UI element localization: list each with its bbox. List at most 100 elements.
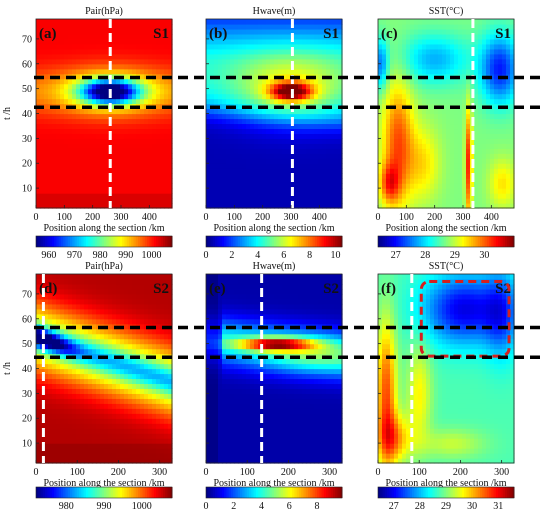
heatmap-cell bbox=[76, 38, 81, 45]
heatmap-cell bbox=[140, 148, 145, 154]
heatmap-cell bbox=[478, 143, 483, 149]
heatmap-cell bbox=[88, 378, 93, 385]
heatmap-cell bbox=[164, 63, 169, 70]
heatmap-cell bbox=[64, 53, 69, 60]
colorbar-swatch bbox=[262, 236, 266, 247]
heatmap-cell bbox=[116, 78, 121, 85]
heatmap-cell bbox=[266, 198, 271, 204]
heatmap-cell bbox=[322, 183, 327, 189]
heatmap-cell bbox=[104, 368, 109, 375]
heatmap-cell bbox=[40, 133, 45, 139]
heatmap-cell bbox=[116, 368, 121, 375]
heatmap-cell bbox=[64, 108, 69, 115]
heatmap-cell bbox=[402, 158, 407, 164]
heatmap-cell bbox=[414, 19, 419, 25]
heatmap-cell bbox=[422, 133, 427, 139]
heatmap-cell bbox=[282, 108, 287, 115]
colorbar-swatch bbox=[285, 236, 289, 247]
heatmap-cell bbox=[230, 148, 235, 154]
heatmap-cell bbox=[306, 178, 311, 184]
heatmap-cell bbox=[410, 178, 415, 184]
heatmap-cell bbox=[394, 33, 399, 40]
heatmap-cell bbox=[414, 33, 419, 40]
heatmap-cell bbox=[298, 128, 303, 134]
heatmap-cell bbox=[128, 183, 133, 189]
heatmap-cell bbox=[56, 283, 61, 290]
heatmap-cell bbox=[450, 43, 455, 50]
heatmap-cell bbox=[64, 308, 69, 315]
heatmap-cell bbox=[112, 318, 117, 325]
heatmap-cell bbox=[96, 118, 101, 125]
heatmap-cell bbox=[64, 63, 69, 70]
heatmap-cell bbox=[112, 363, 117, 370]
heatmap-cell bbox=[318, 133, 323, 139]
colorbar-swatch bbox=[332, 236, 336, 247]
heatmap-cell bbox=[60, 193, 65, 199]
heatmap-cell bbox=[490, 178, 495, 184]
heatmap-cell bbox=[96, 453, 101, 459]
heatmap-cell bbox=[96, 293, 101, 300]
heatmap-cell bbox=[506, 138, 511, 144]
heatmap-cell bbox=[318, 83, 323, 90]
heatmap-cell bbox=[48, 278, 53, 285]
heatmap-cell bbox=[40, 173, 45, 179]
heatmap-cell bbox=[334, 183, 339, 189]
heatmap-cell bbox=[44, 363, 49, 370]
heatmap-cell bbox=[238, 143, 243, 149]
heatmap-cell bbox=[406, 163, 411, 169]
heatmap-cell bbox=[92, 33, 97, 40]
heatmap-cell bbox=[418, 118, 423, 125]
colorbar-swatch bbox=[323, 236, 327, 247]
heatmap-cell bbox=[446, 63, 451, 70]
heatmap-cell bbox=[88, 313, 93, 320]
heatmap-cell bbox=[426, 19, 431, 25]
heatmap-cell bbox=[168, 98, 173, 105]
heatmap-cell bbox=[156, 193, 161, 199]
heatmap-cell bbox=[68, 348, 73, 355]
heatmap-cell bbox=[258, 178, 263, 184]
heatmap-cell bbox=[450, 118, 455, 125]
x-tick-label: 300 bbox=[284, 212, 299, 223]
heatmap-cell bbox=[36, 98, 41, 105]
heatmap-cell bbox=[92, 278, 97, 285]
heatmap-cell bbox=[60, 323, 65, 330]
heatmap-cell bbox=[52, 68, 57, 75]
heatmap-cell bbox=[458, 163, 463, 169]
heatmap-cell bbox=[486, 108, 491, 115]
heatmap-cell bbox=[498, 188, 503, 194]
heatmap-cell bbox=[418, 133, 423, 139]
heatmap-cell bbox=[132, 83, 137, 90]
heatmap-cell bbox=[44, 158, 49, 164]
heatmap-cell bbox=[48, 433, 53, 439]
heatmap-cell bbox=[52, 193, 57, 199]
heatmap-cell bbox=[210, 88, 215, 95]
heatmap-cell bbox=[230, 118, 235, 125]
heatmap-cell bbox=[506, 158, 511, 164]
heatmap-cell bbox=[80, 403, 85, 409]
heatmap-cell bbox=[44, 53, 49, 60]
heatmap-cell bbox=[442, 183, 447, 189]
heatmap-cell bbox=[140, 53, 145, 60]
heatmap-cell bbox=[96, 163, 101, 169]
colorbar-swatch bbox=[287, 236, 291, 247]
heatmap-cell bbox=[218, 58, 223, 65]
heatmap-cell bbox=[64, 48, 69, 55]
heatmap-cell bbox=[438, 133, 443, 139]
heatmap-cell bbox=[274, 113, 279, 120]
heatmap-cell bbox=[326, 88, 331, 95]
heatmap-cell bbox=[68, 98, 73, 105]
heatmap-cell bbox=[72, 363, 77, 370]
heatmap-cell bbox=[402, 88, 407, 95]
heatmap-cells bbox=[36, 19, 173, 209]
heatmap-cell bbox=[294, 68, 299, 75]
heatmap-cell bbox=[84, 53, 89, 60]
heatmap-cell bbox=[68, 68, 73, 75]
heatmap-cell bbox=[266, 103, 271, 110]
heatmap-cell bbox=[132, 188, 137, 194]
heatmap-cell bbox=[502, 163, 507, 169]
heatmap-cell bbox=[222, 48, 227, 55]
heatmap-cell bbox=[68, 23, 73, 30]
heatmap-cell bbox=[502, 23, 507, 30]
heatmap-cell bbox=[40, 298, 45, 305]
heatmap-cell bbox=[422, 78, 427, 85]
